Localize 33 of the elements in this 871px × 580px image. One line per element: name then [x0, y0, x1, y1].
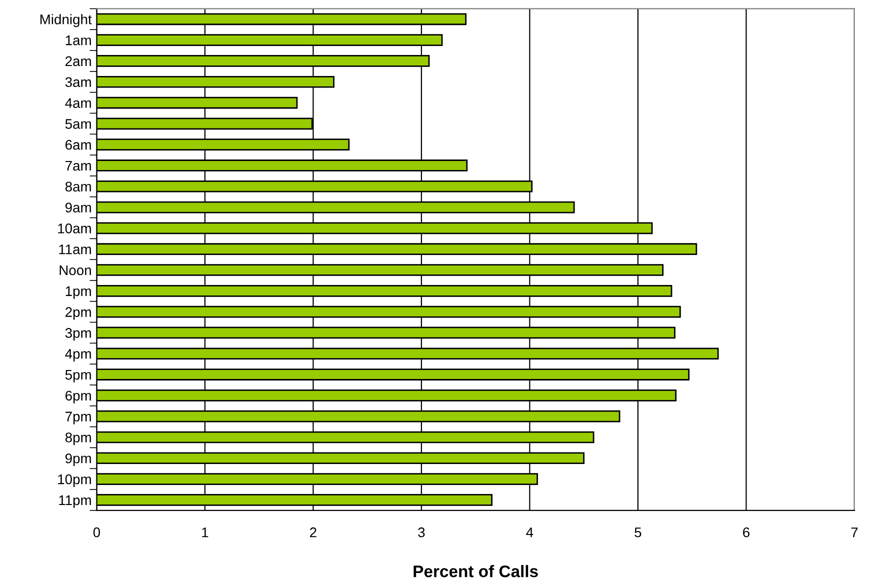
y-tick-label: 8pm — [65, 432, 91, 446]
y-tick-label: 6am — [66, 140, 91, 150]
x-tick-label: 1 — [202, 528, 208, 538]
y-tick-label: 10pm — [58, 474, 91, 487]
y-tick-label: 2am — [66, 56, 91, 66]
y-tick-label: 8am — [65, 182, 91, 192]
y-tick-label: Noon — [60, 265, 91, 276]
y-tick-label: 11am — [59, 244, 91, 254]
y-tick-label: 6pm — [66, 390, 91, 404]
x-tick-label: 3 — [418, 527, 425, 538]
x-axis-title: Percent of Calls — [414, 565, 538, 578]
y-tick-label: 9am — [65, 202, 91, 212]
y-tick-label: 10am — [58, 224, 91, 234]
y-tick-label: 4am — [65, 98, 91, 108]
y-tick-label: 11pm — [59, 495, 91, 508]
y-tick-label: 4pm — [65, 349, 91, 362]
x-tick-label: 6 — [743, 527, 750, 538]
x-tick-label: 5 — [634, 528, 642, 538]
x-tick-label: 2 — [310, 527, 316, 538]
y-tick-label: 2pm — [66, 307, 91, 320]
y-tick-label: 3pm — [65, 328, 91, 341]
y-tick-label: 1pm — [66, 286, 91, 299]
y-tick-label: 7am — [66, 160, 91, 171]
x-tick-label: 0 — [93, 527, 100, 538]
y-tick-label: Midnight — [40, 14, 92, 28]
y-tick-label: 7pm — [66, 412, 91, 424]
x-tick-label: 7 — [851, 528, 858, 538]
y-tick-label: 9pm — [65, 453, 91, 466]
y-tick-label: 5pm — [65, 370, 91, 382]
y-tick-label: 1am — [66, 36, 91, 46]
y-tick-label: 5am — [65, 119, 91, 129]
x-tick-label: 4 — [526, 528, 534, 538]
y-tick-label: 3am — [65, 77, 91, 88]
